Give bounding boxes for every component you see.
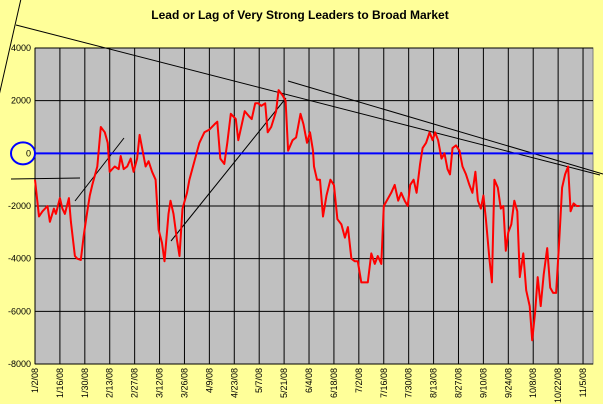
x-tick-label: 8/27/08 [453,368,463,398]
x-tick-label: 7/16/08 [379,368,389,398]
zero-marker-circle [10,141,36,166]
y-tick-label: 4000 [11,43,31,53]
x-tick-label: 6/4/08 [304,368,314,393]
y-tick-label: -6000 [8,306,31,316]
y-tick-label: -8000 [8,359,31,369]
x-tick-label: 11/5/08 [578,368,588,397]
x-tick-label: 3/12/08 [155,368,165,398]
x-tick-label: 7/30/08 [404,368,414,398]
x-tick-label: 5/7/08 [254,368,264,393]
trendline [15,24,601,176]
x-tick-label: 6/18/08 [329,368,339,398]
y-tick-label: -2000 [8,201,31,211]
y-tick-label: -4000 [8,254,31,264]
x-tick-label: 4/9/08 [204,368,214,393]
x-tick-label: 3/26/08 [179,368,189,398]
x-tick-label: 2/27/08 [130,368,140,398]
x-tick-label: 7/2/08 [354,368,364,393]
x-tick-label: 8/13/08 [429,368,439,398]
y-tick-label: 2000 [11,96,31,106]
y-axis-ticks: 4000 2000 0 -2000 -4000 -6000 -8000 [8,43,31,369]
x-tick-label: 10/22/08 [553,368,563,403]
x-tick-label: 1/2/08 [30,368,40,393]
x-tick-label: 9/24/08 [503,368,513,398]
x-tick-label: 1/16/08 [55,368,65,398]
trendline [287,80,603,175]
chart-title: Lead or Lag of Very Strong Leaders to Br… [151,8,448,22]
x-tick-label: 5/21/08 [279,368,289,398]
x-axis-ticks: 1/2/08 1/16/08 1/30/08 2/13/08 2/27/08 3/12/0… [30,368,588,403]
y-tick-label: 0 [26,148,31,158]
series-line [34,89,580,342]
trendline [10,177,81,180]
x-tick-label: 4/23/08 [229,368,239,398]
x-tick-label: 2/13/08 [105,368,115,398]
x-tick-label: 1/30/08 [80,368,90,398]
trendline [74,137,125,202]
x-tick-label: 9/10/08 [478,368,488,398]
x-tick-label: 10/8/08 [528,368,538,398]
